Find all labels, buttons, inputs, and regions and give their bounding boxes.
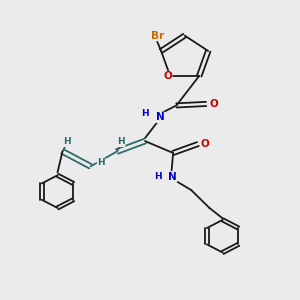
- Text: Br: Br: [151, 31, 164, 40]
- Text: O: O: [209, 99, 218, 109]
- Text: H: H: [63, 137, 70, 146]
- Text: H: H: [97, 158, 105, 167]
- Text: N: N: [168, 172, 177, 182]
- Text: H: H: [141, 109, 149, 118]
- Text: H: H: [117, 137, 125, 146]
- Text: O: O: [201, 139, 209, 149]
- Text: O: O: [163, 71, 172, 82]
- Text: N: N: [155, 112, 164, 122]
- Text: H: H: [154, 172, 162, 181]
